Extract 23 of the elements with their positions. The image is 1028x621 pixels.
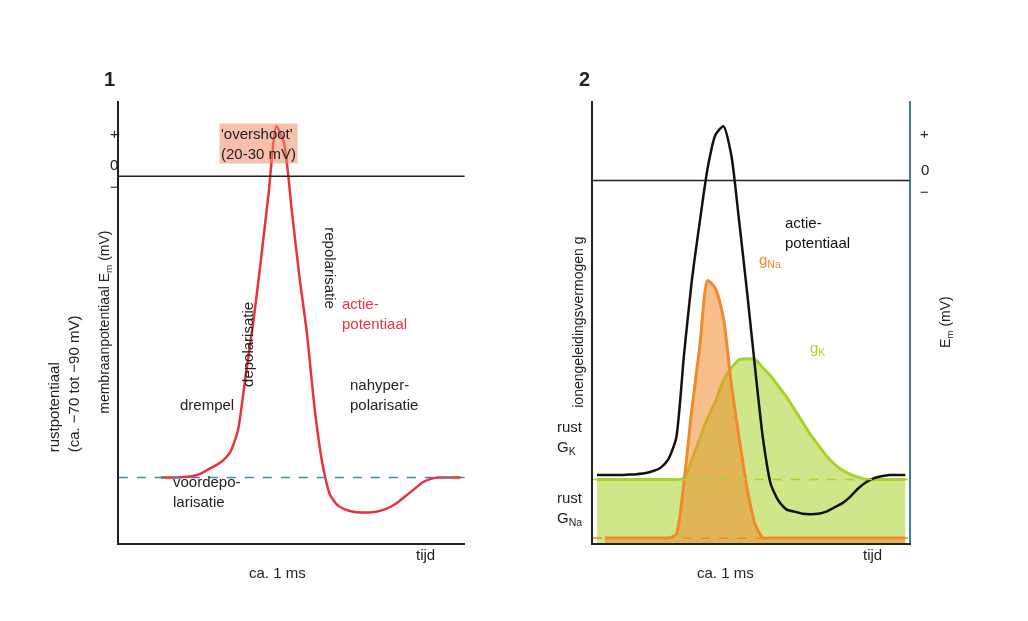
- text: tijd: [863, 546, 883, 563]
- annotation: nahyper- polarisatie: [350, 376, 419, 413]
- y-axis-title: ionengeleidingsvermogen g: [570, 236, 587, 408]
- text: 0: [921, 161, 930, 178]
- text: rustpotentiaal (ca. −70 tot −90 mV): [45, 315, 82, 453]
- text: tijd: [416, 546, 436, 563]
- text: −: [920, 183, 929, 200]
- text: g$_{K}$: [810, 339, 826, 359]
- annotation: depolarisatie: [238, 301, 256, 387]
- text: rust G$_{Na}$: [557, 489, 583, 528]
- text: ca. 1 ms: [249, 564, 306, 581]
- annotation: 'overshoot' (20-30 mV): [221, 125, 297, 162]
- annotation: drempel: [180, 396, 235, 413]
- text: actie- potentiaal: [785, 214, 851, 251]
- text: actie- potentiaal: [342, 295, 408, 332]
- annotation: repolarisatie: [321, 227, 339, 309]
- text: ca. 1 ms: [697, 564, 754, 581]
- text: g$_{Na}$: [759, 251, 781, 271]
- text: +: [920, 125, 929, 142]
- annotation: voordepo- larisatie: [173, 473, 241, 510]
- text: rust G$_{K}$: [557, 418, 583, 457]
- chart-title: 2: [579, 68, 591, 90]
- chart-title: 1: [104, 68, 116, 90]
